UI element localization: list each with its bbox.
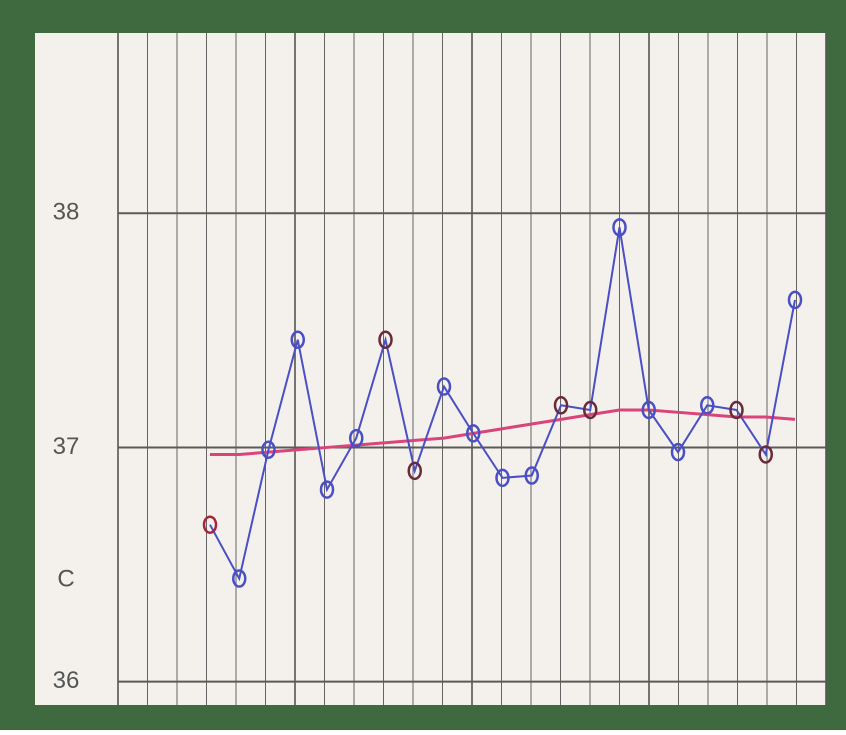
y-tick-label: 36: [53, 667, 80, 694]
y-tick-label: 38: [53, 199, 80, 226]
y-tick-label: 37: [53, 433, 80, 460]
chart: C 36 37 38: [0, 0, 846, 730]
paper: [35, 33, 826, 705]
y-axis-label: C: [57, 565, 74, 592]
